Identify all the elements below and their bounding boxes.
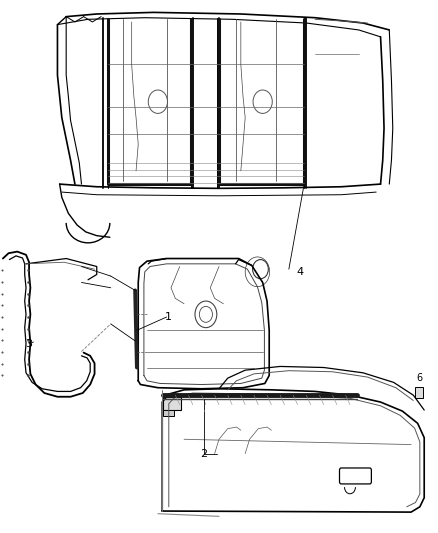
Bar [415, 386, 424, 398]
Text: 3: 3 [25, 338, 32, 349]
FancyBboxPatch shape [163, 410, 174, 416]
Text: 4: 4 [296, 267, 304, 277]
Text: 6: 6 [416, 373, 422, 383]
Text: 2: 2 [200, 449, 207, 458]
Text: 1: 1 [165, 312, 172, 322]
FancyBboxPatch shape [163, 397, 180, 410]
